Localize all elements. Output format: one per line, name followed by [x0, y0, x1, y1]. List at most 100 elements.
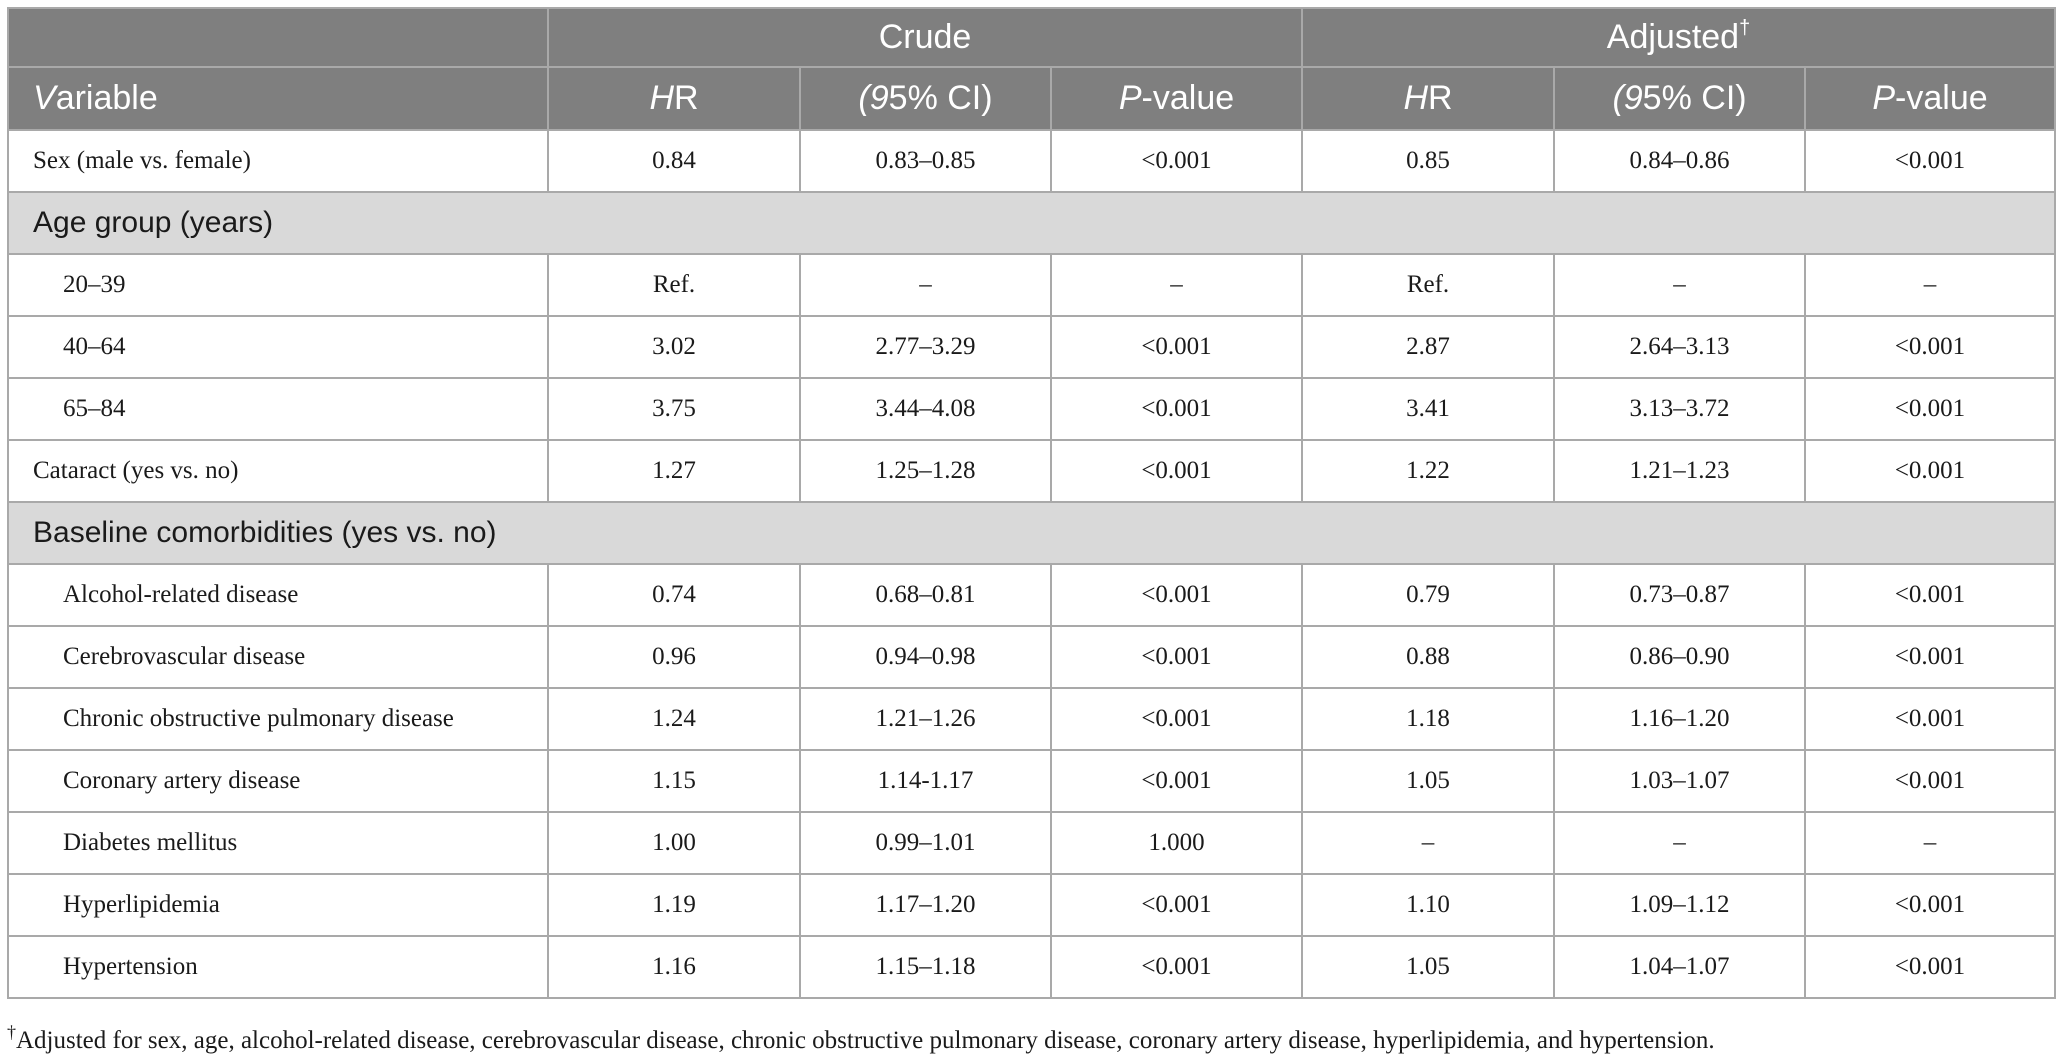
data-cell: 1.04–1.07: [1553, 935, 1807, 999]
column-label: HR: [649, 79, 699, 117]
row-label: Cerebrovascular disease: [7, 625, 549, 689]
data-cell: 0.79: [1301, 563, 1556, 627]
data-cell: <0.001: [1049, 935, 1304, 999]
data-cell: <0.001: [1049, 129, 1304, 193]
row-label: 65–84: [7, 377, 549, 441]
section-row: Baseline comorbidities (yes vs. no): [6, 501, 2057, 565]
row-label: Sex (male vs. female): [7, 129, 549, 193]
row-label: Hypertension: [7, 935, 549, 999]
data-cell: 1.16: [547, 935, 801, 999]
column-header: HR: [547, 66, 801, 131]
data-cell: 3.41: [1301, 377, 1556, 441]
data-cell: –: [1049, 253, 1304, 317]
group-label: Adjusted: [1606, 18, 1740, 56]
data-row: Cerebrovascular disease 0.96 0.94–0.98 <0.0…: [7, 625, 2057, 689]
table-header: Crude Adjusted† Variable HR (95% CI) P-value H…: [7, 7, 2057, 131]
data-cell: <0.001: [1804, 625, 2057, 689]
data-cell: 1.21–1.26: [799, 687, 1052, 751]
data-cell: <0.001: [1049, 563, 1304, 627]
data-cell: <0.001: [1804, 315, 2057, 379]
data-cell: 2.77–3.29: [799, 315, 1052, 379]
data-cell: 1.17–1.20: [799, 873, 1052, 937]
table-body: Sex (male vs. female) 0.84 0.83–0.85 <0.001…: [6, 129, 2057, 999]
data-cell: 0.88: [1301, 625, 1556, 689]
data-cell: 1.000: [1049, 811, 1304, 875]
data-cell: 3.75: [547, 377, 801, 441]
data-cell: <0.001: [1049, 687, 1304, 751]
results-table: Crude Adjusted† Variable HR (95% CI) P-value H…: [6, 7, 2057, 999]
footnote-text: Adjusted for sex, age, alcohol-related d…: [16, 1027, 1715, 1054]
data-cell: <0.001: [1049, 377, 1304, 441]
data-cell: –: [1804, 253, 2057, 317]
group-header: Crude: [546, 7, 1304, 68]
data-row: Hyperlipidemia 1.19 1.17–1.20 <0.001 1.10 1.0…: [7, 873, 2057, 937]
group-mark: †: [1739, 17, 1751, 39]
group-label: Crude: [878, 18, 972, 56]
row-label: 20–39: [7, 253, 549, 317]
data-cell: 0.96: [547, 625, 801, 689]
data-row: Chronic obstructive pulmonary disease 1.2…: [7, 687, 2057, 751]
row-label: Alcohol-related disease: [7, 563, 549, 627]
data-cell: –: [1301, 811, 1556, 875]
data-cell: 1.16–1.20: [1553, 687, 1807, 751]
data-cell: <0.001: [1804, 935, 2057, 999]
data-row: Coronary artery disease 1.15 1.14-1.17 <0.0…: [7, 749, 2057, 813]
data-cell: 0.74: [547, 563, 801, 627]
data-cell: 1.15–1.18: [799, 935, 1052, 999]
group-header: Adjusted†: [1301, 7, 2057, 68]
data-cell: 0.94–0.98: [799, 625, 1052, 689]
data-cell: 2.87: [1301, 315, 1556, 379]
data-cell: 3.13–3.72: [1553, 377, 1807, 441]
data-cell: <0.001: [1804, 749, 2057, 813]
column-header: (95% CI): [799, 66, 1052, 131]
data-cell: <0.001: [1804, 129, 2057, 193]
footnote-mark: †: [7, 1022, 16, 1042]
data-cell: 0.86–0.90: [1553, 625, 1807, 689]
data-row: Alcohol-related disease 0.74 0.68–0.81 <0.0…: [7, 563, 2057, 627]
data-cell: <0.001: [1049, 625, 1304, 689]
data-cell: 1.00: [547, 811, 801, 875]
column-header: Variable: [7, 66, 549, 131]
data-cell: 1.09–1.12: [1553, 873, 1807, 937]
data-cell: 0.99–1.01: [799, 811, 1052, 875]
data-cell: <0.001: [1049, 873, 1304, 937]
data-cell: <0.001: [1804, 439, 2057, 503]
data-cell: 1.18: [1301, 687, 1556, 751]
data-cell: <0.001: [1804, 687, 2057, 751]
data-row: 65–84 3.75 3.44–4.08 <0.001 3.41 3.13–3.72 <0.…: [7, 377, 2057, 441]
column-header: (95% CI): [1553, 66, 1807, 131]
data-cell: 0.68–0.81: [799, 563, 1052, 627]
data-cell: 1.27: [547, 439, 801, 503]
section-row: Age group (years): [6, 191, 2057, 255]
data-cell: 1.14-1.17: [799, 749, 1052, 813]
column-label: P-value: [1118, 79, 1235, 117]
data-cell: 2.64–3.13: [1553, 315, 1807, 379]
header-row: Variable HR (95% CI) P-value HR (95% CI) P-val…: [7, 66, 2057, 131]
row-label: Chronic obstructive pulmonary disease: [7, 687, 549, 751]
header-row: Crude Adjusted†: [7, 7, 2057, 68]
data-cell: 0.84: [547, 129, 801, 193]
data-row: Cataract (yes vs. no) 1.27 1.25–1.28 <0.001…: [7, 439, 2057, 503]
footnote: †Adjusted for sex, age, alcohol-related …: [7, 1023, 1715, 1055]
data-cell: –: [1553, 253, 1807, 317]
data-row: Diabetes mellitus 1.00 0.99–1.01 1.000– – –: [7, 811, 2057, 875]
data-cell: 0.73–0.87: [1553, 563, 1807, 627]
data-cell: <0.001: [1049, 315, 1304, 379]
table-wrap: Crude Adjusted† Variable HR (95% CI) P-value H…: [6, 7, 2057, 999]
column-header: P-value: [1804, 66, 2057, 131]
data-row: Sex (male vs. female) 0.84 0.83–0.85 <0.001…: [7, 129, 2057, 193]
data-cell: <0.001: [1804, 377, 2057, 441]
data-cell: 1.19: [547, 873, 801, 937]
data-cell: 1.24: [547, 687, 801, 751]
data-row: 20–39 Ref. – – Ref. – –: [7, 253, 2057, 317]
row-label: 40–64: [7, 315, 549, 379]
data-cell: 1.10: [1301, 873, 1556, 937]
data-cell: <0.001: [1049, 749, 1304, 813]
column-label: (95% CI): [1612, 79, 1747, 117]
data-cell: 0.83–0.85: [799, 129, 1052, 193]
data-cell: –: [1804, 811, 2057, 875]
section-label: Baseline comorbidities (yes vs. no): [6, 501, 2057, 565]
data-cell: –: [799, 253, 1052, 317]
row-label: Diabetes mellitus: [7, 811, 549, 875]
data-cell: <0.001: [1804, 873, 2057, 937]
